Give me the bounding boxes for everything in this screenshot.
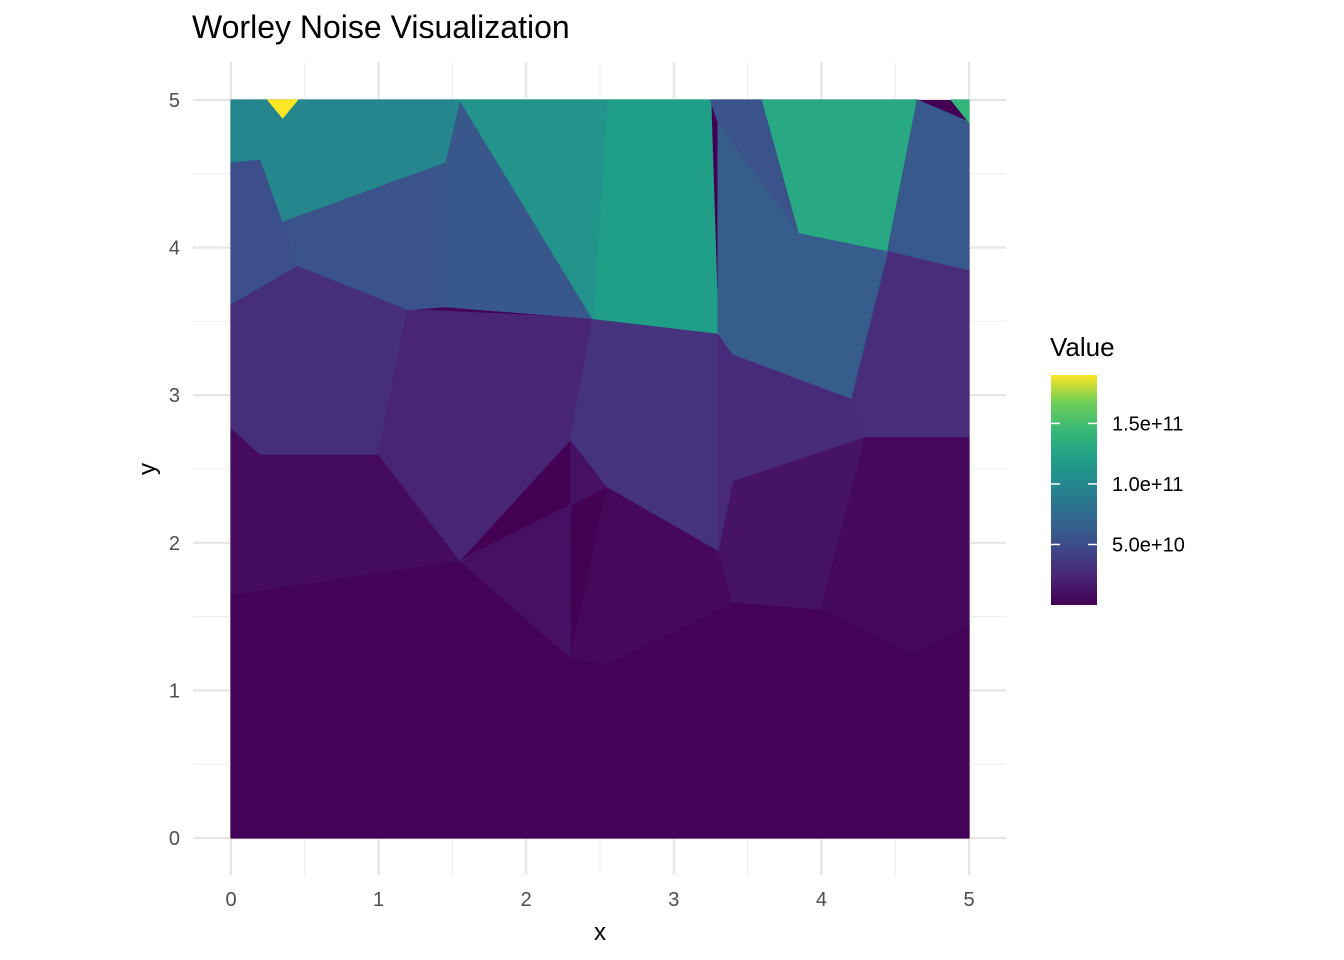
legend-tick-label: 1.0e+11 [1112,474,1183,496]
heatmap-cell [591,99,719,334]
y-tick-label: 0 [169,828,180,850]
heatmap-cell [267,99,298,119]
x-tick-label: 3 [668,889,679,911]
y-tick-labels: 0 1 2 3 4 5 [169,90,180,850]
y-tick-label: 4 [169,238,180,260]
y-tick-label: 1 [169,680,180,702]
y-tick-label: 2 [169,533,180,555]
legend: Value 1.5e+11 1.0e+11 5.0e+10 [1050,332,1185,605]
y-tick-label: 5 [169,90,180,112]
legend-title: Value [1050,332,1115,362]
x-tick-label: 1 [373,889,384,911]
x-tick-label: 5 [963,889,974,911]
y-axis-label: y [134,463,161,475]
chart-title: Worley Noise Visualization [192,9,570,45]
heatmap-cell [459,99,609,319]
x-tick-label: 2 [521,889,532,911]
y-tick-label: 3 [169,385,180,407]
heatmap-cells [230,99,970,839]
heatmap-cell [950,99,970,123]
x-axis-label: x [594,919,606,946]
x-tick-label: 4 [816,889,827,911]
legend-tick-label: 1.5e+11 [1112,413,1183,435]
legend-tick-label: 5.0e+10 [1112,534,1185,556]
x-tick-labels: 0 1 2 3 4 5 [225,889,974,911]
legend-colorbar [1051,375,1097,605]
heatmap-cell [230,99,461,222]
x-tick-label: 0 [225,889,236,911]
legend-ticks: 1.5e+11 1.0e+11 5.0e+10 [1051,413,1185,556]
heatmap-cell [820,435,970,655]
